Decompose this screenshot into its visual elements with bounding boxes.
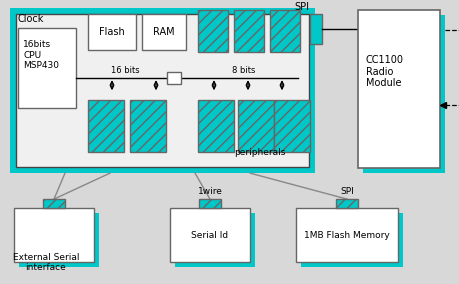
Text: Clock: Clock <box>18 14 45 24</box>
Bar <box>363 15 445 173</box>
Bar <box>130 100 166 152</box>
Bar <box>270 10 300 52</box>
Bar <box>234 10 264 52</box>
Bar <box>88 100 124 152</box>
Bar <box>19 213 99 267</box>
Bar <box>301 213 403 267</box>
Text: 8 bits: 8 bits <box>232 66 256 75</box>
Bar <box>296 208 398 262</box>
Bar <box>198 10 228 52</box>
Bar <box>199 199 221 208</box>
Text: 1wire: 1wire <box>197 187 223 196</box>
Bar <box>167 72 181 84</box>
Bar <box>310 14 322 44</box>
Bar <box>358 10 440 168</box>
Bar <box>16 14 309 167</box>
Bar <box>238 100 274 152</box>
Text: 16bits
CPU
MSP430: 16bits CPU MSP430 <box>23 40 59 70</box>
Bar <box>336 199 358 208</box>
Text: External Serial
interface: External Serial interface <box>13 252 79 272</box>
Bar <box>43 199 65 208</box>
Bar <box>274 100 310 152</box>
Bar <box>14 208 94 262</box>
Text: Flash: Flash <box>99 27 125 37</box>
Text: 1MB Flash Memory: 1MB Flash Memory <box>304 231 390 239</box>
Bar <box>170 208 250 262</box>
Text: SPI: SPI <box>294 2 309 12</box>
Text: RAM: RAM <box>153 27 175 37</box>
Bar <box>142 14 186 50</box>
Text: Serial Id: Serial Id <box>191 231 229 239</box>
Text: CC1100
Radio
Module: CC1100 Radio Module <box>366 55 404 88</box>
Bar <box>10 8 315 173</box>
Bar <box>88 14 136 50</box>
Text: peripherals: peripherals <box>234 148 285 157</box>
Text: SPI: SPI <box>340 187 354 196</box>
Text: 16 bits: 16 bits <box>111 66 140 75</box>
Bar <box>198 100 234 152</box>
Bar <box>175 213 255 267</box>
Bar <box>18 28 76 108</box>
